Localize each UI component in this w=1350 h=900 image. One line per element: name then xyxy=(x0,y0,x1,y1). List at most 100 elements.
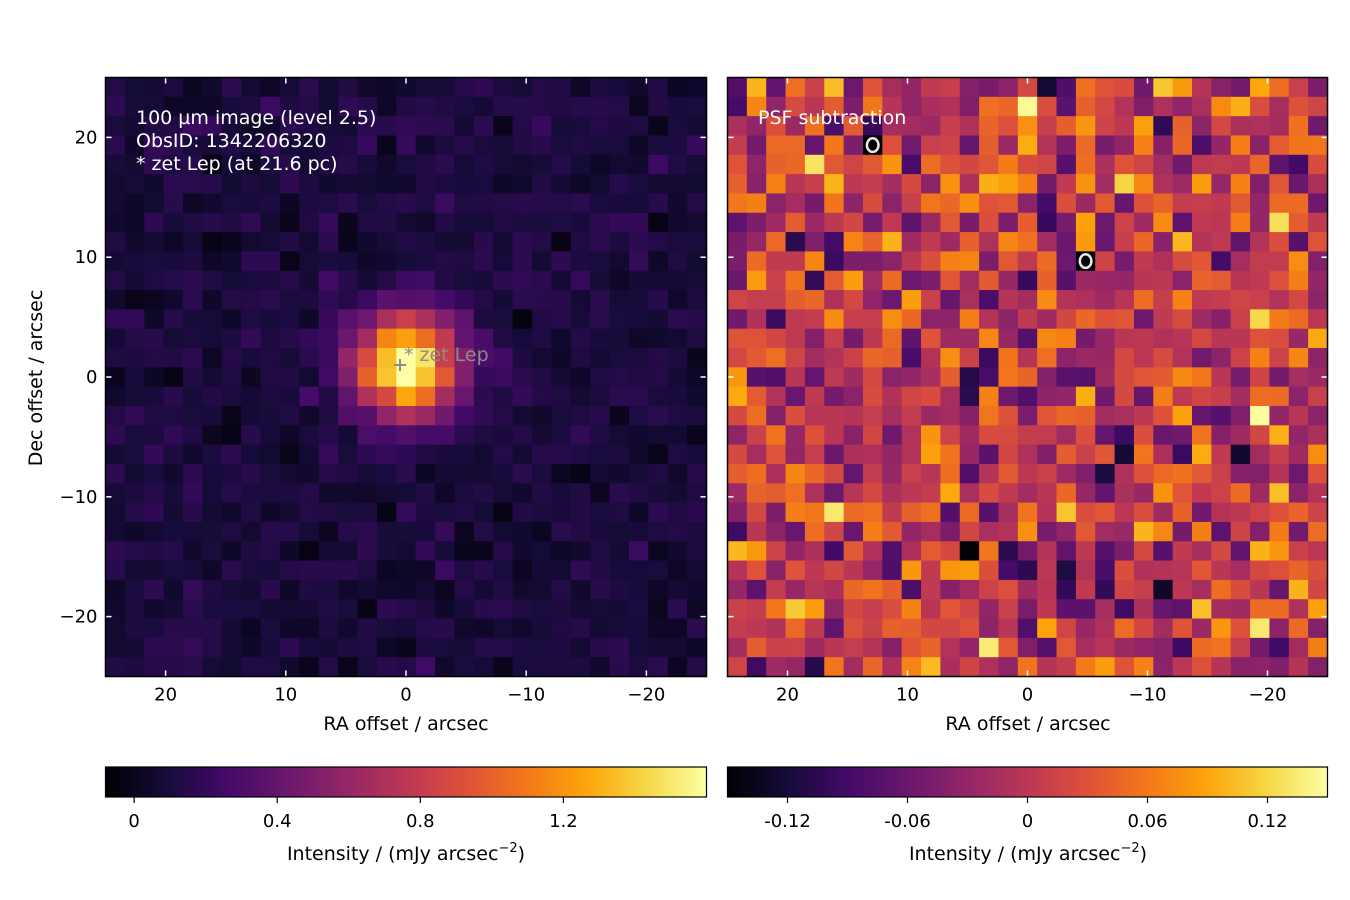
heatmap-cell xyxy=(454,367,475,388)
heatmap-cell xyxy=(628,135,649,156)
heatmap-cell xyxy=(687,367,708,388)
heatmap-cell xyxy=(1153,154,1174,175)
heatmap-cell xyxy=(609,618,630,639)
heatmap-cell xyxy=(376,599,397,620)
heatmap-cell xyxy=(1017,116,1038,137)
heatmap-cell xyxy=(1269,367,1290,388)
heatmap-cell xyxy=(512,77,533,98)
heatmap-cell xyxy=(785,193,806,214)
heatmap-cell xyxy=(1288,483,1309,504)
heatmap-cell xyxy=(1308,251,1329,272)
heatmap-cell xyxy=(357,135,378,156)
heatmap-cell xyxy=(318,290,339,310)
heatmap-cell xyxy=(648,386,669,407)
heatmap-cell xyxy=(1250,444,1271,465)
heatmap-cell xyxy=(862,463,883,484)
heatmap-cell xyxy=(260,116,281,137)
heatmap-cell xyxy=(882,521,903,542)
heatmap-cell xyxy=(183,77,204,98)
heatmap-cell xyxy=(241,618,262,639)
heatmap-cell xyxy=(124,579,145,600)
heatmap-cell xyxy=(959,328,980,349)
heatmap-cell xyxy=(746,96,767,117)
heatmap-cell xyxy=(824,541,845,562)
heatmap-cell xyxy=(299,77,320,98)
heatmap-cell xyxy=(415,521,436,542)
heatmap-cell xyxy=(766,367,787,388)
heatmap-cell xyxy=(454,96,475,117)
x-tick-label: 0 xyxy=(400,685,411,706)
heatmap-cell xyxy=(979,599,1000,620)
heatmap-cell xyxy=(124,521,145,542)
heatmap-cell xyxy=(1153,560,1174,581)
heatmap-cell xyxy=(628,174,649,195)
heatmap-cell xyxy=(1017,270,1038,291)
heatmap-cell xyxy=(124,560,145,581)
heatmap-cell xyxy=(609,560,630,581)
heatmap-cell xyxy=(824,251,845,272)
heatmap-cell xyxy=(473,174,494,195)
heatmap-cell xyxy=(163,502,184,523)
heatmap-cell xyxy=(1153,425,1174,446)
heatmap-cell xyxy=(882,193,903,214)
heatmap-cell xyxy=(454,386,475,407)
heatmap-cell xyxy=(727,174,748,195)
heatmap-cell xyxy=(105,96,126,117)
heatmap-cell xyxy=(628,367,649,388)
heatmap-cell xyxy=(785,309,806,330)
heatmap-cell xyxy=(493,309,514,330)
heatmap-cell xyxy=(1308,232,1329,252)
heatmap-cell xyxy=(318,328,339,349)
heatmap-cell xyxy=(843,367,864,388)
heatmap-cell xyxy=(746,232,767,252)
heatmap-cell xyxy=(299,657,320,678)
heatmap-cell xyxy=(1056,367,1077,388)
heatmap-cell xyxy=(1211,77,1232,98)
heatmap-cell xyxy=(202,367,223,388)
heatmap-cell xyxy=(1172,174,1193,195)
heatmap-cell xyxy=(998,154,1019,175)
heatmap-cell xyxy=(299,154,320,175)
heatmap-cell xyxy=(940,309,961,330)
heatmap-cell xyxy=(998,579,1019,600)
heatmap-cell xyxy=(376,154,397,175)
heatmap-cell xyxy=(1056,521,1077,542)
heatmap-cell xyxy=(1075,579,1096,600)
heatmap-cell xyxy=(862,579,883,600)
heatmap-cell xyxy=(746,309,767,330)
heatmap-cell xyxy=(221,232,242,252)
heatmap-cell xyxy=(1192,96,1212,117)
heatmap-cell xyxy=(882,290,903,310)
heatmap-cell xyxy=(144,386,165,407)
heatmap-cell xyxy=(260,174,281,195)
heatmap-cell xyxy=(279,309,300,330)
heatmap-cell xyxy=(473,405,494,426)
heatmap-cell xyxy=(279,116,300,137)
heatmap-cell xyxy=(1153,444,1174,465)
heatmap-cell xyxy=(667,96,688,117)
heatmap-cell xyxy=(882,174,903,195)
heatmap-cell xyxy=(921,290,941,310)
heatmap-cell xyxy=(687,174,708,195)
heatmap-cell xyxy=(435,618,456,639)
heatmap-cell xyxy=(1095,463,1116,484)
heatmap-cell xyxy=(415,270,436,291)
heatmap-cell xyxy=(1095,386,1116,407)
heatmap-cell xyxy=(1172,232,1193,252)
heatmap-cell xyxy=(1037,212,1058,233)
heatmap-cell xyxy=(1192,232,1212,252)
heatmap-cell xyxy=(766,116,787,137)
heatmap-cell xyxy=(376,579,397,600)
right-colorbar: -0.12 -0.06 0 0.06 0.12 Intensity / (mJy arc… xyxy=(726,766,1329,865)
heatmap-cell xyxy=(628,232,649,252)
heatmap-cell xyxy=(493,386,514,407)
heatmap-cell xyxy=(843,386,864,407)
x-tick-label: −20 xyxy=(1249,685,1287,706)
heatmap-cell xyxy=(804,251,825,272)
heatmap-cell xyxy=(396,657,417,678)
heatmap-cell xyxy=(804,405,825,426)
heatmap-cell xyxy=(862,541,883,562)
heatmap-cell xyxy=(979,560,1000,581)
heatmap-cell xyxy=(105,560,126,581)
heatmap-cell xyxy=(959,541,980,562)
